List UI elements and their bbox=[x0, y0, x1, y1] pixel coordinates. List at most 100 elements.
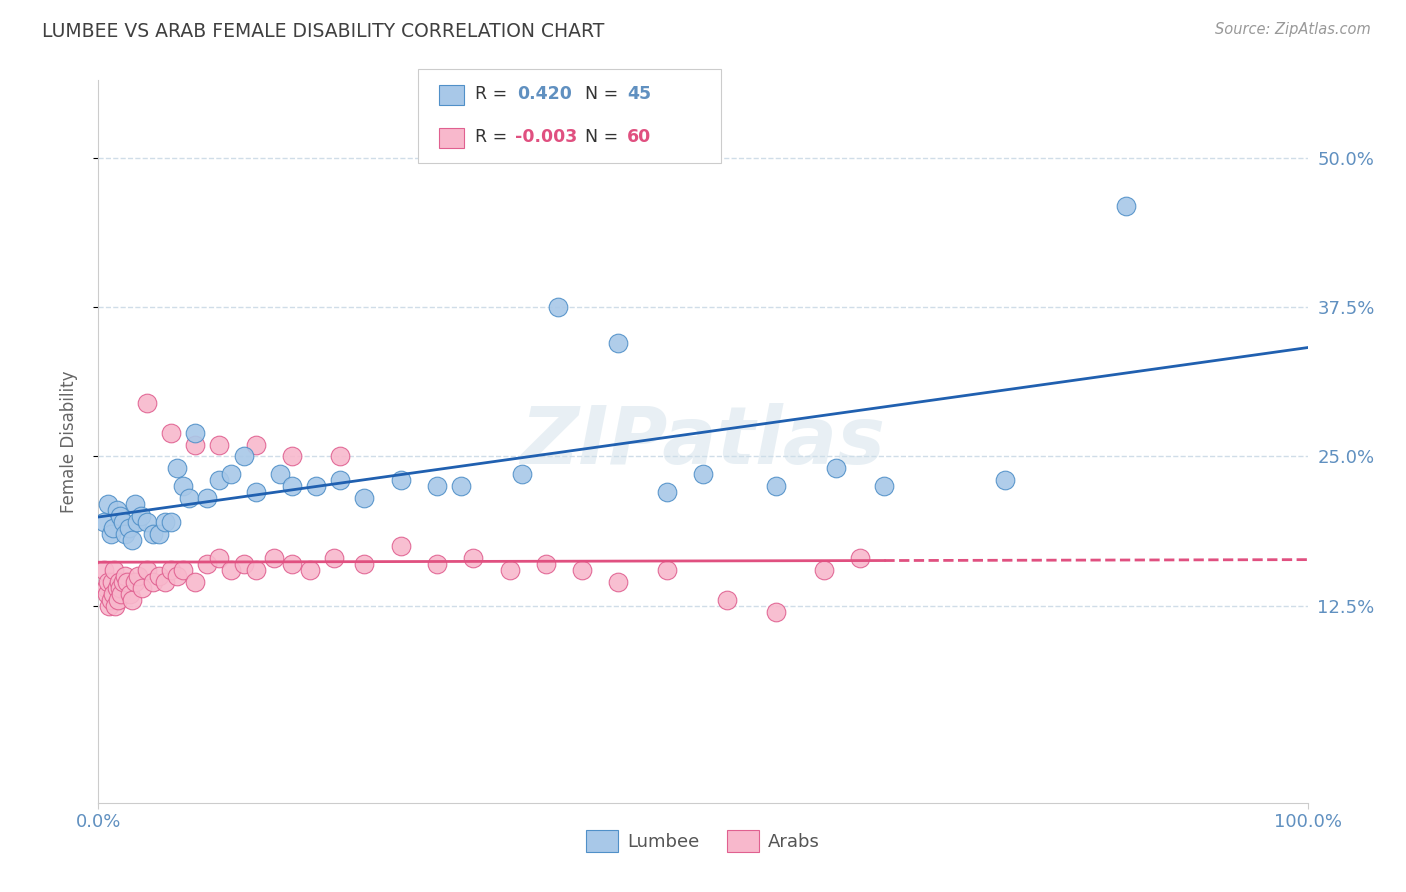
Point bbox=[208, 437, 231, 451]
Text: N =: N = bbox=[585, 128, 624, 145]
Point bbox=[765, 479, 787, 493]
Point bbox=[245, 437, 267, 451]
Point bbox=[389, 474, 412, 488]
Point bbox=[245, 485, 267, 500]
Point bbox=[184, 574, 207, 589]
Point bbox=[135, 563, 157, 577]
Point bbox=[121, 533, 143, 547]
Point bbox=[131, 581, 153, 595]
Point bbox=[142, 527, 165, 541]
Point bbox=[813, 563, 835, 577]
Point bbox=[655, 485, 678, 500]
Point bbox=[100, 574, 122, 589]
Point bbox=[221, 467, 243, 482]
Point bbox=[607, 574, 630, 589]
Point bbox=[426, 557, 449, 571]
Point bbox=[111, 515, 134, 529]
Point bbox=[129, 509, 152, 524]
Point bbox=[263, 551, 285, 566]
Point bbox=[108, 509, 131, 524]
Text: -0.003: -0.003 bbox=[515, 128, 576, 145]
Point bbox=[114, 569, 136, 583]
Text: 45: 45 bbox=[627, 85, 651, 103]
Point bbox=[142, 574, 165, 589]
Point bbox=[716, 592, 738, 607]
Point bbox=[389, 539, 412, 553]
Point bbox=[849, 551, 872, 566]
Point bbox=[93, 563, 115, 577]
Point bbox=[281, 479, 304, 493]
Point bbox=[135, 395, 157, 409]
Point bbox=[153, 574, 176, 589]
Point bbox=[994, 474, 1017, 488]
Point bbox=[108, 581, 131, 595]
Point bbox=[184, 425, 207, 440]
Text: ZIPatlas: ZIPatlas bbox=[520, 402, 886, 481]
Legend: Lumbee, Arabs: Lumbee, Arabs bbox=[579, 822, 827, 859]
Point bbox=[100, 527, 122, 541]
Point bbox=[172, 479, 194, 493]
Point bbox=[208, 474, 231, 488]
Text: 0.420: 0.420 bbox=[517, 85, 572, 103]
Point bbox=[110, 587, 132, 601]
Point bbox=[232, 557, 254, 571]
Point bbox=[114, 527, 136, 541]
Point bbox=[221, 563, 243, 577]
Point bbox=[534, 557, 557, 571]
Point bbox=[571, 563, 593, 577]
Point bbox=[98, 599, 121, 613]
Point bbox=[148, 569, 170, 583]
Point bbox=[232, 450, 254, 464]
Point bbox=[97, 574, 120, 589]
Point bbox=[195, 491, 218, 506]
Point bbox=[655, 563, 678, 577]
Point bbox=[148, 527, 170, 541]
Text: Source: ZipAtlas.com: Source: ZipAtlas.com bbox=[1215, 22, 1371, 37]
Point bbox=[245, 563, 267, 577]
Point bbox=[166, 461, 188, 475]
Point bbox=[111, 574, 134, 589]
Point bbox=[353, 557, 375, 571]
Point bbox=[108, 574, 131, 589]
Point bbox=[184, 437, 207, 451]
Point bbox=[450, 479, 472, 493]
Point bbox=[118, 521, 141, 535]
Point bbox=[127, 569, 149, 583]
Text: LUMBEE VS ARAB FEMALE DISABILITY CORRELATION CHART: LUMBEE VS ARAB FEMALE DISABILITY CORRELA… bbox=[42, 22, 605, 41]
Point bbox=[124, 574, 146, 589]
Point bbox=[100, 592, 122, 607]
Point bbox=[510, 467, 533, 482]
Text: R =: R = bbox=[475, 128, 513, 145]
Point bbox=[103, 563, 125, 577]
Point bbox=[105, 581, 128, 595]
Point bbox=[873, 479, 896, 493]
Point bbox=[124, 497, 146, 511]
Point bbox=[323, 551, 346, 566]
Point bbox=[299, 563, 322, 577]
Point bbox=[353, 491, 375, 506]
Point bbox=[96, 587, 118, 601]
Point bbox=[160, 563, 183, 577]
Point bbox=[97, 497, 120, 511]
Point bbox=[329, 474, 352, 488]
Point bbox=[463, 551, 485, 566]
Point bbox=[127, 515, 149, 529]
Point bbox=[160, 425, 183, 440]
Point bbox=[107, 592, 129, 607]
Point bbox=[160, 515, 183, 529]
Text: 60: 60 bbox=[627, 128, 651, 145]
Point bbox=[305, 479, 328, 493]
Point bbox=[179, 491, 201, 506]
Point bbox=[1115, 199, 1137, 213]
Point bbox=[607, 336, 630, 351]
Point bbox=[94, 581, 117, 595]
Point bbox=[105, 503, 128, 517]
Point bbox=[104, 599, 127, 613]
Point bbox=[118, 587, 141, 601]
Point bbox=[692, 467, 714, 482]
Point bbox=[281, 557, 304, 571]
Point bbox=[765, 605, 787, 619]
Point bbox=[547, 300, 569, 314]
Y-axis label: Female Disability: Female Disability bbox=[59, 370, 77, 513]
Text: R =: R = bbox=[475, 85, 513, 103]
